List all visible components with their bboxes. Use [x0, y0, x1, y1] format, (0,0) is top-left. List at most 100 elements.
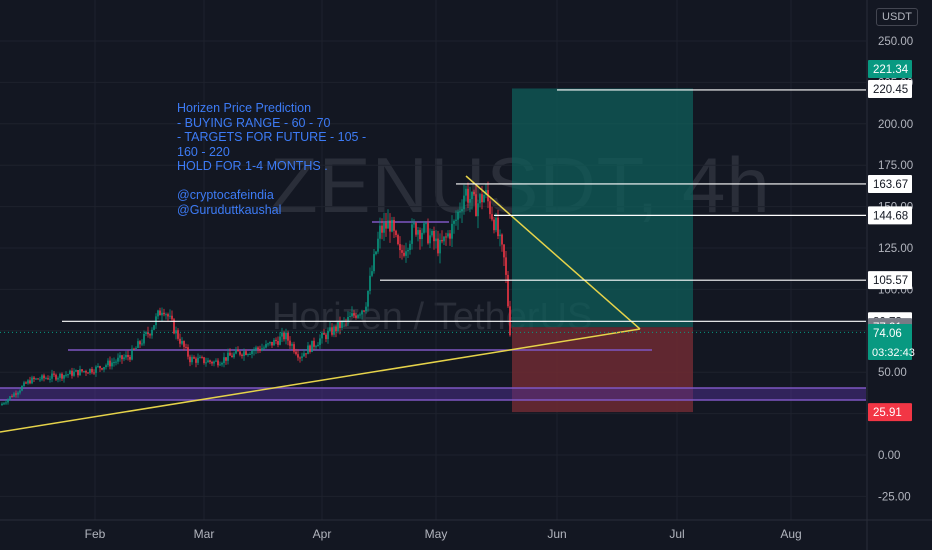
candle-body — [241, 354, 243, 357]
candle-body — [473, 191, 475, 195]
candle-body — [265, 344, 267, 348]
candle-body — [23, 382, 25, 387]
candle-body — [49, 378, 51, 380]
candle-body — [477, 203, 479, 217]
candle-body — [439, 239, 441, 254]
candle-body — [309, 345, 311, 353]
candle-body — [79, 369, 81, 376]
candle-body — [53, 373, 55, 375]
candle-body — [97, 366, 99, 368]
candle-body — [215, 360, 217, 362]
candle-body — [359, 314, 361, 316]
candle-body — [177, 330, 179, 339]
candle-body — [153, 325, 155, 330]
candle-body — [361, 310, 363, 315]
x-axis-tick-label: Aug — [780, 527, 801, 541]
candle-body — [105, 365, 107, 368]
candle-body — [313, 340, 315, 347]
candle-body — [73, 371, 75, 376]
candle-body — [283, 332, 285, 340]
rising-trendline — [0, 328, 641, 433]
candle-body — [219, 364, 221, 366]
candle-body — [161, 312, 163, 316]
candle-body — [51, 373, 53, 379]
candle-body — [421, 232, 423, 240]
currency-unit-badge[interactable]: USDT — [876, 8, 918, 26]
price-tag — [868, 174, 912, 193]
candle-body — [449, 233, 451, 239]
candle-body — [255, 347, 257, 350]
candle-body — [99, 366, 101, 369]
candle-body — [199, 357, 201, 359]
candle-body — [335, 326, 337, 332]
candle-body — [281, 332, 283, 337]
candle-body — [341, 321, 343, 328]
candle-body — [85, 371, 87, 373]
annotation-line: HOLD FOR 1-4 MONTHS . — [177, 159, 328, 173]
candle-body — [245, 351, 247, 355]
annotation-line: @cryptocafeindia — [177, 188, 274, 202]
candle-body — [455, 219, 457, 221]
candle-body — [297, 354, 299, 358]
candle-body — [65, 374, 67, 376]
candle-body — [207, 360, 209, 363]
candle-body — [419, 230, 421, 240]
candle-body — [271, 341, 273, 346]
candle-body — [427, 223, 429, 244]
candle-body — [409, 243, 411, 250]
candle-body — [293, 344, 295, 352]
candle-body — [501, 234, 503, 245]
candle-body — [101, 368, 103, 370]
candle-body — [131, 348, 133, 360]
candle-body — [133, 348, 135, 350]
candle-body — [407, 249, 409, 252]
candle-body — [377, 238, 379, 252]
candle-body — [39, 379, 41, 381]
candle-body — [239, 351, 241, 355]
price-tag-label: 105.57 — [873, 275, 908, 287]
y-axis-tick-label: 175.00 — [878, 160, 913, 172]
candle-body — [497, 217, 499, 237]
candle-body — [273, 339, 275, 346]
candle-body — [189, 356, 191, 363]
candle-body — [321, 333, 323, 339]
candle-body — [365, 306, 367, 312]
candle-body — [453, 220, 455, 224]
candle-body — [463, 195, 465, 210]
candle-body — [211, 361, 213, 364]
candle-body — [325, 334, 327, 340]
candle-body — [403, 252, 405, 256]
candle-body — [353, 313, 355, 316]
candle-body — [305, 353, 307, 355]
candle-body — [393, 219, 395, 231]
candle-body — [69, 370, 71, 375]
candle-body — [19, 390, 21, 393]
candle-body — [107, 360, 109, 366]
candle-body — [423, 223, 425, 233]
candle-body — [257, 347, 259, 350]
candle-body — [109, 360, 111, 367]
candle-body — [29, 380, 31, 384]
annotation-line — [177, 174, 366, 189]
candle-body — [461, 209, 463, 212]
candle-body — [193, 357, 195, 359]
candle-body — [349, 316, 351, 318]
candle-body — [17, 392, 19, 395]
x-axis-tick-label: Jun — [547, 527, 566, 541]
candle-body — [9, 396, 11, 400]
candle-body — [77, 370, 79, 376]
candle-body — [469, 199, 471, 203]
candle-body — [291, 344, 293, 346]
candle-body — [443, 236, 445, 242]
candle-body — [399, 244, 401, 251]
candle-body — [45, 378, 47, 380]
countdown-label: 03:32:43 — [872, 347, 915, 359]
candle-body — [27, 380, 29, 384]
candle-body — [33, 377, 35, 380]
candle-body — [481, 194, 483, 203]
candle-body — [277, 341, 279, 345]
candle-body — [43, 375, 45, 379]
candle-body — [129, 356, 131, 360]
